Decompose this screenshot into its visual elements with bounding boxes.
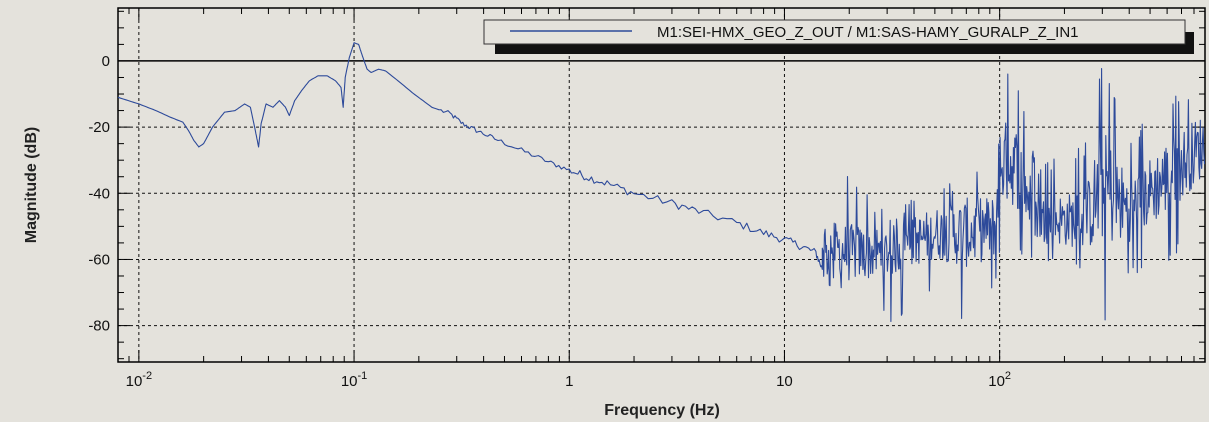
x-tick-label: 1 [565,373,573,390]
x-tick-label: 10-1 [341,370,367,390]
legend[interactable]: M1:SEI-HMX_GEO_Z_OUT / M1:SAS-HAMY_GURAL… [483,19,1194,54]
y-tick-label: 0 [102,53,110,70]
series-line [117,42,1206,323]
y-tick-labels: 0 -20 -40 -60 -80 [88,53,110,335]
x-tick-label: 102 [988,370,1011,390]
legend-label: M1:SEI-HMX_GEO_Z_OUT / M1:SAS-HAMY_GURAL… [657,24,1079,41]
series-group [117,42,1206,323]
y-tick-label: -80 [88,318,110,335]
legend-box [483,19,1186,45]
y-tick-label: -40 [88,185,110,202]
y-axis-title: Magnitude (dB) [23,127,40,243]
y-tick-label: -20 [88,119,110,136]
x-tick-label: 10-2 [126,370,152,390]
x-axis-title: Frequency (Hz) [604,402,720,419]
grid-lines [118,8,1205,362]
y-tick-label: -60 [88,251,110,268]
plot-area [117,7,1206,363]
x-tick-label: 10 [776,373,793,390]
x-tick-labels: 10-2 10-1 1 10 102 [126,370,1011,390]
